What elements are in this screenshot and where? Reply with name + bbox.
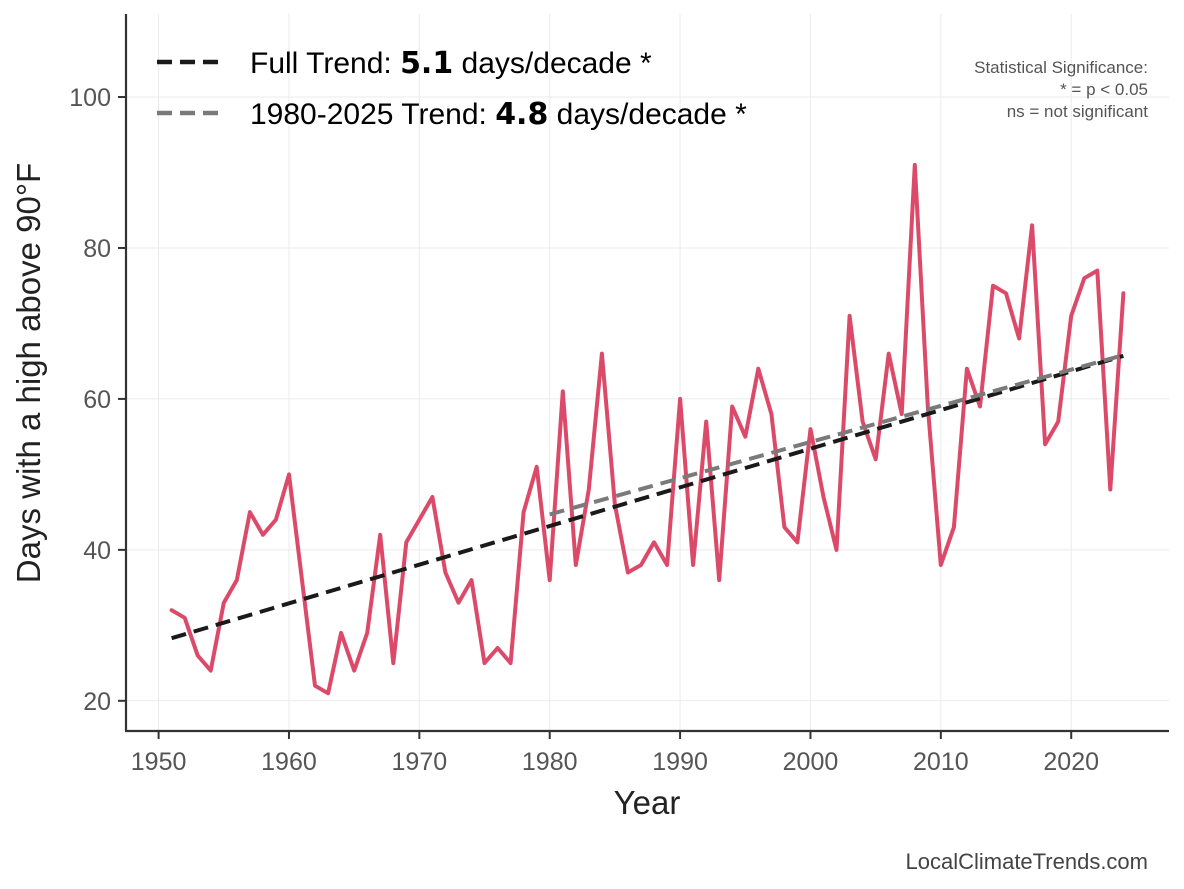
significance-note-line-2: * = p < 0.05	[1060, 80, 1148, 99]
y-tick-label-100: 100	[69, 84, 111, 112]
y-axis-title: Days with a high above 90°F	[10, 163, 47, 583]
trend-line-1980-2025	[549, 353, 1124, 517]
source-credit: LocalClimateTrends.com	[906, 849, 1149, 874]
x-tick-label-1960: 1960	[261, 748, 317, 776]
x-tick-label-1980: 1980	[522, 748, 578, 776]
series-line-days-above-90	[169, 162, 1126, 696]
x-tick-label-1970: 1970	[392, 748, 448, 776]
y-gridlines	[126, 96, 1169, 702]
legend-label-1980-trend: 1980-2025 Trend: 4.8 days/decade *	[250, 97, 747, 132]
significance-note-line-3: ns = not significant	[1007, 102, 1149, 121]
significance-note-line-1: Statistical Significance:	[974, 58, 1148, 77]
legend-full-trend-value: 5.1	[400, 46, 453, 81]
x-tick-label-2010: 2010	[913, 748, 969, 776]
legend-1980-trend-value: 4.8	[495, 97, 548, 132]
legend-label-full-trend: Full Trend: 5.1 days/decade *	[250, 46, 652, 81]
data-series	[169, 162, 1126, 696]
x-tick-label-2000: 2000	[783, 748, 839, 776]
legend-full-trend-suffix: days/decade *	[453, 47, 652, 80]
trend-line-full	[171, 353, 1124, 641]
legend: Full Trend: 5.1 days/decade * 1980-2025 …	[157, 46, 747, 132]
y-ticks: 20 40 60 80 100	[69, 84, 126, 716]
x-axis-title: Year	[614, 784, 681, 821]
y-tick-label-80: 80	[83, 235, 111, 263]
significance-note: Statistical Significance: * = p < 0.05 n…	[974, 58, 1148, 121]
legend-1980-trend-suffix: days/decade *	[548, 98, 747, 131]
x-tick-label-2020: 2020	[1043, 748, 1099, 776]
x-gridlines	[158, 14, 1072, 731]
x-ticks: 1950 1960 1970 1980 1990 2000 2010 2020	[131, 731, 1099, 776]
legend-full-trend-prefix: Full Trend:	[250, 47, 400, 80]
y-tick-label-40: 40	[83, 537, 111, 565]
x-tick-label-1990: 1990	[652, 748, 708, 776]
trend-lines	[171, 353, 1124, 641]
x-tick-label-1950: 1950	[131, 748, 187, 776]
y-tick-label-60: 60	[83, 386, 111, 414]
legend-1980-trend-prefix: 1980-2025 Trend:	[250, 98, 495, 131]
y-tick-label-20: 20	[83, 688, 111, 716]
